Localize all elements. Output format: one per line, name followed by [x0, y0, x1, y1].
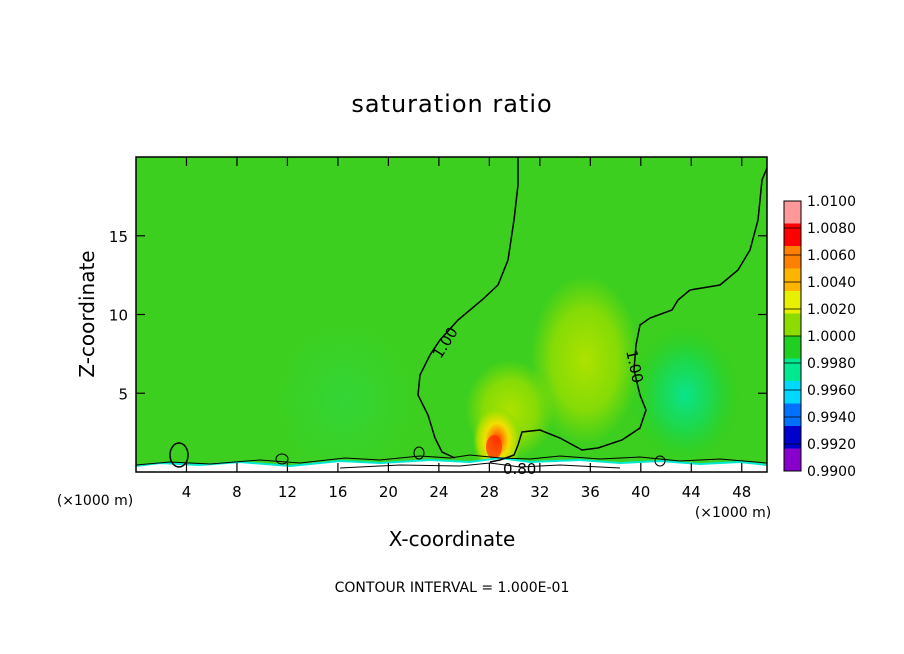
x-tick-label: 28: [480, 483, 499, 501]
colorbar-swatch: [784, 426, 801, 449]
colorbar-label: 1.0020: [807, 302, 856, 318]
colorbar-swatch: [784, 291, 801, 314]
colorbar-swatch: [784, 448, 801, 472]
x-tick-label: 12: [278, 483, 297, 501]
x-axis-ticks: 4 8 12 16 20 24 28 32 36 40 44 48: [182, 157, 751, 501]
colorbar-swatch: [784, 268, 801, 292]
colorbar-swatch: [784, 358, 801, 382]
x-tick-label: 36: [581, 483, 600, 501]
contour-1.00-right: [489, 167, 767, 463]
colorbar-label: 1.0040: [807, 275, 856, 291]
contour-closed-x12: [275, 453, 289, 465]
x-tick-label: 32: [530, 483, 549, 501]
x-tick-label: 44: [682, 483, 701, 501]
x-tick-label: 24: [429, 483, 448, 501]
colorbar-label: 1.0060: [807, 248, 856, 264]
colorbar-swatch: [784, 381, 801, 404]
contour-0.80: [339, 462, 621, 469]
colorbar: 1.0100 1.0080 1.0060 1.0040 1.0020 1.0000 0.99…: [783, 194, 856, 480]
y-tick-label: 10: [109, 307, 128, 325]
x-tick-label: 20: [379, 483, 398, 501]
x-tick-label: 4: [182, 483, 192, 501]
chart-title: saturation ratio: [351, 90, 552, 118]
contour-label: 0.80: [503, 460, 536, 478]
colorbar-label: 0.9980: [807, 356, 856, 372]
colorbar-swatch: [784, 201, 801, 224]
contour-closed-x23: [413, 446, 425, 460]
surface-band: [136, 458, 767, 472]
colorbar-label: 1.0080: [807, 221, 856, 237]
y-tick-label: 15: [109, 228, 128, 246]
contour-near-surface: [136, 454, 767, 466]
colorbar-label: 1.0000: [807, 329, 856, 345]
colorbar-swatch: [784, 246, 801, 269]
colorbar-label: 0.9900: [807, 464, 856, 480]
saturation-field: [136, 157, 767, 472]
y-tick-label: 5: [118, 385, 128, 403]
y-axis-ticks: 5 10 15: [109, 228, 767, 403]
colorbar-swatch: [784, 336, 801, 359]
x-unit-right: (×1000 m): [695, 505, 771, 521]
x-tick-label: 16: [328, 483, 347, 501]
contour-interval-note: CONTOUR INTERVAL = 1.000E-01: [335, 580, 570, 596]
x-tick-label: 48: [732, 483, 751, 501]
contour-closed-x3: [169, 442, 189, 468]
contour-closed-x42: [654, 455, 666, 467]
colorbar-swatch: [784, 403, 801, 427]
x-tick-label: 8: [232, 483, 242, 501]
colorbar-label: 0.9920: [807, 437, 856, 453]
x-tick-label: 40: [631, 483, 650, 501]
colorbar-label: 0.9940: [807, 410, 856, 426]
contour-1.00-left: [417, 157, 519, 459]
subsaturation-patch-left: [275, 320, 415, 472]
colorbar-swatch: [784, 313, 801, 337]
contour-label-group: 0.80: [503, 460, 536, 478]
subsaturation-patch-right: [630, 325, 740, 465]
colorbar-label: 1.0100: [807, 194, 856, 210]
x-axis-label: X-coordinate: [389, 527, 516, 551]
supersaturation-patch-center: [530, 275, 640, 445]
x-unit-left: (×1000 m): [57, 493, 133, 509]
supersaturation-core: [486, 435, 502, 459]
colorbar-swatch: [784, 223, 801, 247]
colorbar-label: 0.9960: [807, 383, 856, 399]
y-axis-label: Z-coordinate: [75, 250, 99, 377]
